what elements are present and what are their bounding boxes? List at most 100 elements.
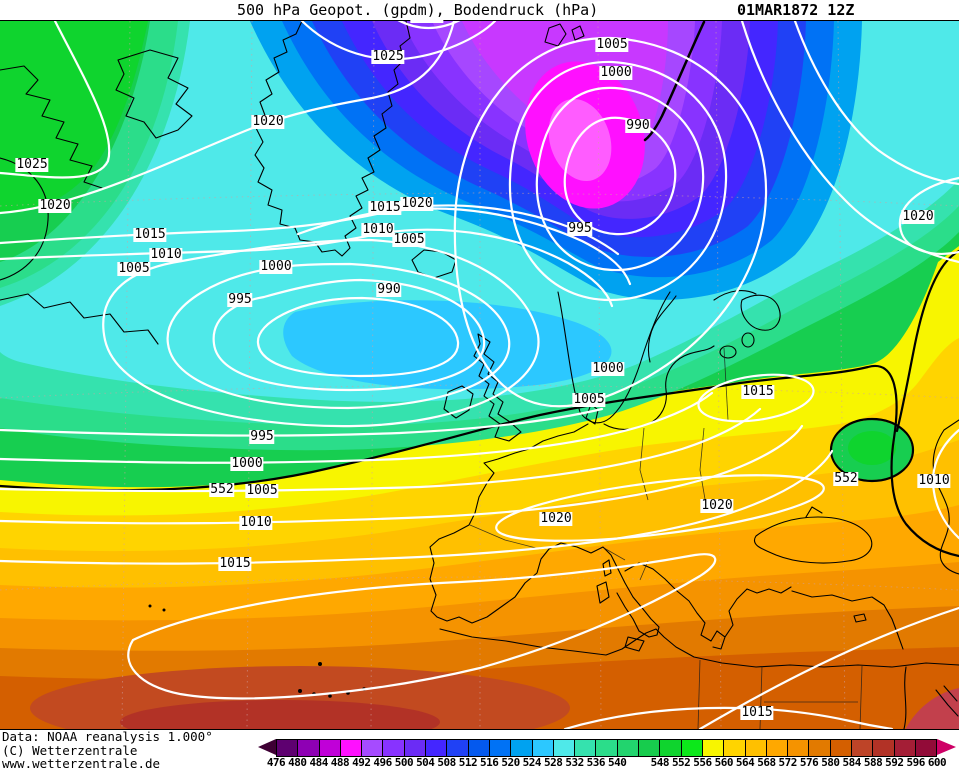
attribution: Data: NOAA reanalysis 1.000° (C) Wetterz… (2, 730, 213, 770)
colorbar-tick-label: 576 (799, 756, 819, 769)
colorbar-row (258, 739, 956, 757)
colorbar-tick-label: 484 (309, 756, 328, 769)
coast-sardinia (596, 581, 610, 604)
colorbar-cell (362, 740, 384, 756)
colorbar-labels: 476 480 484 488 492 496 500 504 508 512 516 520 524 5… (258, 756, 956, 769)
colorbar-tick-label: 548 (650, 756, 670, 769)
colorbar-tick-label: 520 (501, 756, 520, 769)
colorbar-cell (489, 740, 512, 756)
colorbar-cell (340, 740, 363, 756)
coast-ireland (443, 385, 474, 419)
colorbar-cell (426, 740, 448, 756)
colorbar-tick-label: 512 (458, 756, 478, 769)
colorbar-cell (830, 740, 853, 756)
coast-cyprus (853, 613, 867, 623)
coast-sicily (624, 636, 645, 652)
colorbar-cell (894, 740, 916, 756)
colorbar-tick-label: 492 (352, 756, 371, 769)
coast-bothnia (647, 295, 677, 363)
colorbar-cell (468, 740, 490, 756)
colorbar-tick-label: 516 (480, 756, 499, 769)
colorbar-cell (532, 740, 554, 756)
colorbar-tick-label: 580 (821, 756, 840, 769)
map-frame (0, 20, 959, 730)
colorbar-cell (617, 740, 640, 756)
colorbar-tick-label: 500 (394, 756, 414, 769)
colorbar-tick-label: 524 (522, 756, 542, 769)
coast-europe (429, 423, 660, 638)
colorbar-tick-label: 564 (735, 756, 755, 769)
colorbar-tick-label: 592 (885, 756, 904, 769)
colorbar-tick-label: 536 (586, 756, 606, 769)
colorbar-tick-label: 568 (757, 756, 776, 769)
colorbar-tick-label: 552 (671, 756, 691, 769)
colorbar-tick-label: 496 (373, 756, 392, 769)
colorbar-cell (383, 740, 405, 756)
colorbar: 476 480 484 488 492 496 500 504 508 512 516 520 524 5… (258, 738, 956, 769)
colorbar-tick-label: 504 (416, 756, 435, 769)
coast-turkey (791, 590, 904, 650)
colorbar-tick-label: 588 (863, 756, 883, 769)
colorbar-cell (596, 740, 618, 756)
colorbar-cell (766, 740, 789, 756)
coast-black-sea (754, 506, 873, 564)
pressure-contours (0, 20, 959, 730)
coast-caspian (932, 419, 959, 575)
lake-onega (741, 332, 755, 348)
colorbar-tick-label: 488 (330, 756, 350, 769)
colorbar-tick-label: 540 (607, 756, 627, 769)
coast-corsica (602, 559, 612, 577)
colorbar-cell (639, 740, 661, 756)
graticule (0, 20, 959, 730)
borders (469, 347, 863, 730)
colorbar-cell (915, 740, 937, 756)
coast-balkans (624, 562, 792, 650)
coast-norway (557, 291, 671, 424)
coastlines (0, 20, 959, 730)
colorbar-tick-label: 596 (906, 756, 925, 769)
coast-white-sea (740, 294, 781, 331)
colorbar-left-arrow-icon (258, 739, 276, 755)
colorbar-cell (681, 740, 703, 756)
attribution-copyright: (C) Wetterzentrale (2, 742, 138, 758)
colorbar-cell (277, 740, 299, 756)
coast-kola (713, 290, 757, 301)
colorbar-tick-label: 556 (693, 756, 712, 769)
colorbar-cell (319, 740, 341, 756)
geopotential-contour-552 (0, 249, 959, 558)
map-title: 500 hPa Geopot. (gpdm), Bodendruck (hPa) (237, 1, 599, 19)
coast-baffin (115, 49, 193, 139)
attribution-url: www.wetterzentrale.de (2, 756, 161, 770)
colorbar-tick-label: 508 (437, 756, 456, 769)
colorbar-cell (809, 740, 831, 756)
coast-greenland (254, 20, 411, 257)
colorbar-tick-label: 476 (266, 756, 286, 769)
coast-canada (0, 65, 103, 189)
colorbar-tick-label: 560 (714, 756, 734, 769)
colorbar-cell (553, 740, 576, 756)
colorbar-right-arrow-icon (937, 739, 956, 755)
colorbar-cells (276, 739, 937, 757)
river-nile (903, 666, 907, 730)
weather-map (0, 20, 959, 730)
colorbar-cell (511, 740, 533, 756)
map-datetime: 01MAR1872 12Z (737, 1, 855, 19)
colorbar-cell (745, 740, 767, 756)
colorbar-tick-label: 480 (288, 756, 307, 769)
colorbar-cell (575, 740, 597, 756)
footer: Data: NOAA reanalysis 1.000° (C) Wetterz… (0, 730, 959, 770)
colorbar-cell (788, 740, 810, 756)
colorbar-tick-label: 572 (778, 756, 798, 769)
title-bar: 500 hPa Geopot. (gpdm), Bodendruck (hPa)… (0, 0, 959, 20)
colorbar-cell (660, 740, 682, 756)
coast-red-sea (935, 685, 959, 717)
colorbar-tick-label: 584 (842, 756, 862, 769)
colorbar-cell (724, 740, 746, 756)
coast-north-africa (439, 628, 959, 668)
colorbar-cell (404, 740, 427, 756)
colorbar-tick-label: 600 (927, 756, 947, 769)
colorbar-tick-label: 532 (565, 756, 584, 769)
lake-ladoga (719, 345, 737, 359)
